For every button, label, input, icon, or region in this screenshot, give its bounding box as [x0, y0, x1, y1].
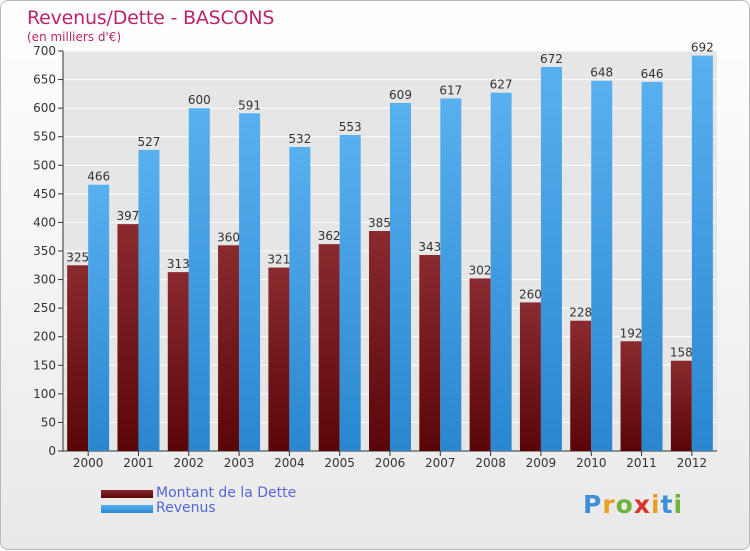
bar-revenus	[691, 55, 713, 451]
x-tick-label: 2003	[224, 456, 255, 470]
data-label-revenus: 527	[138, 135, 161, 149]
bar-dette	[369, 231, 390, 451]
y-tick-label: 500	[33, 158, 56, 172]
bar-revenus	[490, 92, 512, 451]
bar-dette	[620, 341, 642, 451]
y-tick-label: 650	[33, 73, 56, 87]
bar-revenus	[289, 147, 311, 451]
data-label-revenus: 646	[641, 67, 664, 81]
bar-dette	[167, 272, 189, 451]
y-tick-label: 150	[33, 358, 56, 372]
legend-swatch-dette	[101, 490, 153, 498]
data-label-revenus: 466	[87, 170, 110, 184]
data-label-revenus: 600	[188, 93, 211, 107]
data-label-revenus: 692	[691, 41, 714, 55]
y-tick-label: 700	[33, 44, 56, 58]
bar-dette	[218, 245, 240, 451]
data-label-dette: 385	[368, 216, 391, 230]
data-label-dette: 260	[519, 287, 542, 301]
y-tick-label: 450	[33, 187, 56, 201]
bar-dette	[519, 302, 541, 451]
logo-letter: r	[602, 490, 616, 519]
data-label-dette: 360	[217, 230, 240, 244]
x-tick-label: 2011	[626, 456, 657, 470]
chart-subtitle: (en milliers d'€)	[27, 30, 122, 44]
data-label-dette: 321	[267, 253, 290, 267]
bar-dette	[469, 278, 491, 451]
bar-revenus	[641, 81, 663, 451]
y-tick-label: 100	[33, 387, 56, 401]
data-label-dette: 192	[620, 326, 643, 340]
logo-text: Proxiti	[583, 490, 683, 519]
data-label-revenus: 672	[540, 52, 563, 66]
x-tick-label: 2009	[526, 456, 557, 470]
bar-dette	[570, 320, 592, 451]
bar-dette	[318, 244, 340, 451]
logo-letter: x	[633, 490, 651, 519]
bar-revenus	[88, 184, 110, 451]
x-tick-label: 2007	[425, 456, 456, 470]
logo-letter: o	[615, 490, 634, 519]
x-tick-label: 2002	[173, 456, 204, 470]
logo-letter: t	[660, 490, 674, 519]
bar-dette	[670, 360, 692, 451]
data-label-dette: 397	[117, 209, 140, 223]
data-label-dette: 302	[469, 263, 492, 277]
data-label-dette: 158	[670, 346, 693, 360]
chart-title: Revenus/Dette - BASCONS	[27, 7, 275, 29]
x-tick-label: 2005	[324, 456, 355, 470]
data-label-dette: 325	[66, 250, 89, 264]
proxiti-logo: Proxiti	[583, 490, 683, 519]
logo-letter: i	[651, 490, 661, 519]
data-label-dette: 313	[167, 257, 190, 271]
y-tick-label: 200	[33, 330, 56, 344]
bar-revenus	[188, 108, 210, 452]
y-tick-label: 600	[33, 101, 56, 115]
y-tick-label: 0	[48, 444, 56, 458]
bar-revenus	[591, 80, 613, 451]
bar-revenus	[339, 135, 361, 451]
data-label-revenus: 648	[590, 66, 613, 80]
bar-revenus	[440, 98, 462, 451]
legend-label-revenus: Revenus	[156, 500, 216, 516]
x-tick-label: 2001	[123, 456, 154, 470]
bar-revenus	[390, 103, 411, 451]
data-label-revenus: 627	[490, 78, 513, 92]
data-label-dette: 228	[569, 306, 592, 320]
legend-swatch-revenus	[101, 505, 153, 513]
y-tick-label: 350	[33, 244, 56, 258]
y-tick-label: 400	[33, 215, 56, 229]
bar-revenus	[138, 149, 160, 451]
bar-dette	[419, 255, 441, 451]
data-label-revenus: 553	[339, 120, 362, 134]
data-label-revenus: 532	[288, 132, 311, 146]
logo-letter: i	[673, 490, 684, 519]
bar-dette	[67, 265, 89, 451]
y-tick-label: 300	[33, 273, 56, 287]
x-tick-label: 2012	[677, 456, 708, 470]
x-tick-label: 2008	[475, 456, 506, 470]
logo-letter: P	[583, 490, 603, 519]
legend-label-dette: Montant de la Dette	[156, 485, 297, 501]
bar-revenus	[540, 67, 562, 451]
x-tick-label: 2010	[576, 456, 607, 470]
data-label-dette: 362	[318, 229, 341, 243]
data-label-revenus: 609	[389, 88, 412, 102]
x-tick-label: 2004	[274, 456, 305, 470]
y-tick-label: 550	[33, 130, 56, 144]
bar-dette	[117, 224, 139, 451]
data-label-dette: 343	[418, 240, 441, 254]
bar-dette	[268, 267, 290, 451]
x-tick-label: 2006	[375, 456, 406, 470]
bar-revenus	[239, 113, 261, 452]
y-tick-label: 50	[41, 415, 56, 429]
data-label-revenus: 591	[238, 98, 261, 112]
y-tick-label: 250	[33, 301, 56, 315]
data-label-revenus: 617	[439, 83, 462, 97]
x-tick-label: 2000	[73, 456, 104, 470]
